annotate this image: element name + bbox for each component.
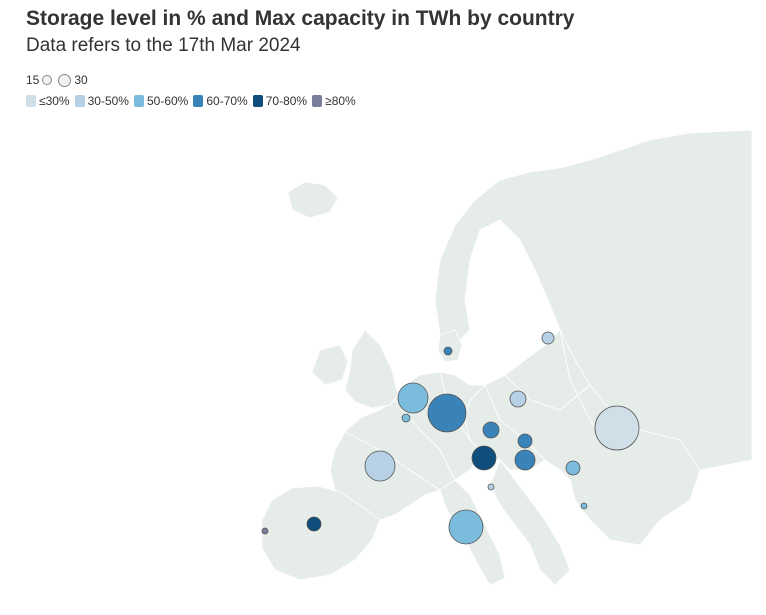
legend-item-50-60: 50-60% (133, 94, 189, 108)
size-legend-small-label: 15 (26, 73, 40, 87)
legend-label-le30: ≤30% (39, 94, 70, 108)
bubble-hungary[interactable] (514, 449, 536, 471)
legend-swatch-50-60 (133, 95, 144, 107)
size-legend: 15 30 (26, 72, 88, 88)
legend-swatch-60-70 (193, 95, 204, 107)
legend-swatch-le30 (26, 95, 36, 107)
bubble-romania[interactable] (565, 460, 581, 476)
legend-label-ge80: ≥80% (325, 94, 356, 108)
bubble-slovakia[interactable] (517, 433, 533, 449)
land-denmark (437, 329, 463, 363)
bubble-latvia[interactable] (541, 331, 555, 345)
land-ireland (311, 344, 349, 386)
border-line-5 (504, 374, 591, 411)
size-legend-small-circle-icon (42, 75, 53, 85)
bubble-austria[interactable] (471, 445, 497, 471)
land-iceland (287, 181, 339, 219)
land-balkans (489, 459, 571, 586)
bubble-italy[interactable] (448, 509, 484, 545)
bubble-netherlands[interactable] (397, 382, 429, 414)
chart-subtitle: Data refers to the 17th Mar 2024 (26, 35, 301, 56)
bubble-czechia[interactable] (482, 421, 500, 439)
border-line-6 (469, 259, 548, 301)
legend-swatch-ge80 (312, 95, 323, 107)
land-great-britain (344, 329, 399, 409)
legend-item-60-70: 60-70% (193, 94, 248, 108)
legend-label-60-70: 60-70% (206, 94, 248, 108)
bubble-france[interactable] (364, 450, 396, 482)
border-line-7 (344, 431, 441, 491)
legend-swatch-30-50 (74, 95, 85, 107)
legend-label-50-60: 50-60% (146, 94, 189, 108)
bubble-ukraine[interactable] (594, 405, 640, 451)
legend-swatch-70-80 (252, 95, 263, 107)
size-legend-large-label: 30 (74, 73, 88, 87)
legend-item-ge80: ≥80% (312, 94, 356, 108)
size-legend-large-circle-icon (58, 73, 72, 87)
bubble-spain[interactable] (306, 516, 322, 532)
bubble-portugal[interactable] (261, 527, 269, 535)
color-legend: ≤30% 30-50% 50-60% 60-70% 70-80% ≥80% (26, 94, 361, 108)
chart-title: Storage level in % and Max capacity in T… (26, 7, 575, 30)
legend-label-70-80: 70-80% (265, 94, 308, 108)
legend-label-30-50: 30-50% (87, 94, 129, 108)
bubble-denmark[interactable] (443, 346, 453, 356)
country-bubbles (261, 331, 640, 545)
bubble-germany[interactable] (427, 393, 467, 433)
legend-item-70-80: 70-80% (252, 94, 308, 108)
land-iberia (261, 485, 381, 581)
border-line-1 (484, 384, 546, 461)
map-land (261, 129, 753, 586)
legend-item-le30: ≤30% (26, 94, 70, 108)
bubble-croatia[interactable] (487, 483, 495, 491)
bubble-bulgaria[interactable] (580, 502, 588, 510)
bubble-belgium[interactable] (401, 413, 411, 423)
bubble-poland[interactable] (509, 390, 527, 408)
legend-item-30-50: 30-50% (74, 94, 129, 108)
